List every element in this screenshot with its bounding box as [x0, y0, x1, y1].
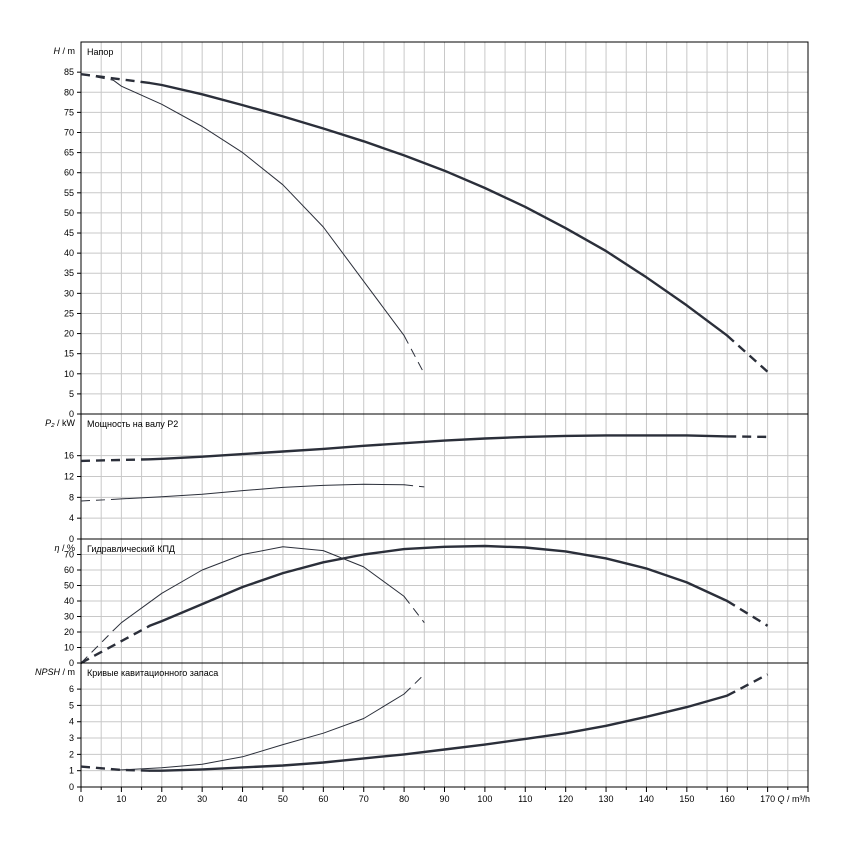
y-tick-label: 5 [69, 389, 74, 399]
x-tick-label: 170 [760, 794, 775, 804]
y-tick-label: 0 [69, 534, 74, 544]
y-tick-label: 55 [64, 188, 74, 198]
y-tick-label: 35 [64, 268, 74, 278]
y-tick-label: 0 [69, 658, 74, 668]
y-tick-label: 16 [64, 451, 74, 461]
y-tick-label: 2 [69, 749, 74, 759]
curve-extrapolated-end [404, 484, 425, 488]
y-tick-label: 60 [64, 565, 74, 575]
y-axis-label: H / m [54, 46, 76, 56]
y-tick-label: 0 [69, 782, 74, 792]
curve-extrapolated-end [403, 674, 425, 695]
curve-extrapolated-start [80, 458, 150, 463]
y-tick-label: 20 [64, 329, 74, 339]
y-tick-label: 5 [69, 700, 74, 710]
curve-extrapolated-end [403, 335, 425, 375]
y-tick-label: 30 [64, 288, 74, 298]
y-tick-label: 70 [64, 550, 74, 560]
x-tick-label: 130 [599, 794, 614, 804]
y-tick-label: 20 [64, 627, 74, 637]
x-tick-label: 120 [558, 794, 573, 804]
y-tick-label: 15 [64, 349, 74, 359]
y-tick-label: 60 [64, 168, 74, 178]
x-tick-label: 140 [639, 794, 654, 804]
x-tick-label: 90 [439, 794, 449, 804]
curve-extrapolated-start [80, 624, 151, 665]
x-tick-label: 10 [116, 794, 126, 804]
curve-extrapolated-start [80, 498, 114, 502]
y-tick-label: 1 [69, 766, 74, 776]
x-tick-label: 160 [720, 794, 735, 804]
y-tick-label: 0 [69, 409, 74, 419]
y-tick-label: 12 [64, 472, 74, 482]
x-tick-label: 110 [518, 794, 532, 804]
y-tick-label: 25 [64, 308, 74, 318]
x-tick-label: 80 [399, 794, 409, 804]
curve-extrapolated-start [80, 73, 114, 81]
x-tick-label: 30 [197, 794, 207, 804]
curve-full-speed [148, 434, 729, 461]
x-tick-label: 0 [78, 794, 83, 804]
x-tick-label: 70 [359, 794, 369, 804]
curve-reduced-speed [112, 546, 405, 631]
y-tick-label: 85 [64, 67, 74, 77]
x-tick-label: 100 [477, 794, 492, 804]
y-axis-label: η / % [54, 543, 75, 553]
curve-full-speed [148, 544, 729, 627]
y-tick-label: 6 [69, 684, 74, 694]
curve-extrapolated-end [403, 596, 425, 624]
y-tick-label: 50 [64, 581, 74, 591]
curve-extrapolated-end [726, 334, 769, 373]
x-tick-label: 60 [318, 794, 328, 804]
y-tick-label: 4 [69, 717, 74, 727]
y-tick-label: 65 [64, 148, 74, 158]
y-tick-label: 75 [64, 107, 74, 117]
curve-extrapolated-start [80, 766, 114, 771]
y-tick-label: 40 [64, 248, 74, 258]
y-tick-label: 3 [69, 733, 74, 743]
y-tick-label: 4 [69, 513, 74, 523]
y-tick-label: 45 [64, 228, 74, 238]
y-tick-label: 10 [64, 369, 74, 379]
y-tick-label: 70 [64, 127, 74, 137]
curve-extrapolated-end [726, 599, 769, 627]
y-tick-label: 80 [64, 87, 74, 97]
curve-reduced-speed [112, 693, 405, 771]
panel-title: Напор [87, 47, 113, 57]
x-tick-label: 50 [278, 794, 288, 804]
curve-extrapolated-start [80, 73, 150, 85]
panel-title: Мощность на валу P2 [87, 419, 178, 429]
panel-title: Гидравлический КПД [87, 544, 175, 554]
y-tick-label: 30 [64, 612, 74, 622]
curve-extrapolated-end [726, 673, 769, 697]
x-tick-label: 40 [238, 794, 248, 804]
y-tick-label: 50 [64, 208, 74, 218]
y-tick-label: 8 [69, 492, 74, 502]
x-tick-label: 150 [679, 794, 694, 804]
curve-extrapolated-end [727, 435, 768, 439]
curve-reduced-speed [112, 79, 405, 337]
curve-full-speed [148, 81, 729, 337]
y-tick-label: 40 [64, 596, 74, 606]
y-axis-label: NPSH / m [35, 667, 75, 677]
y-axis-label: P₂ / kW [45, 418, 75, 428]
curve-extrapolated-start [80, 630, 114, 664]
curve-reduced-speed [112, 483, 405, 500]
curve-full-speed [148, 694, 729, 772]
panel-title: Кривые кавитационного запаса [87, 668, 218, 678]
x-axis-label: Q / m³/h [777, 794, 810, 804]
x-tick-label: 20 [157, 794, 167, 804]
y-tick-label: 10 [64, 643, 74, 653]
